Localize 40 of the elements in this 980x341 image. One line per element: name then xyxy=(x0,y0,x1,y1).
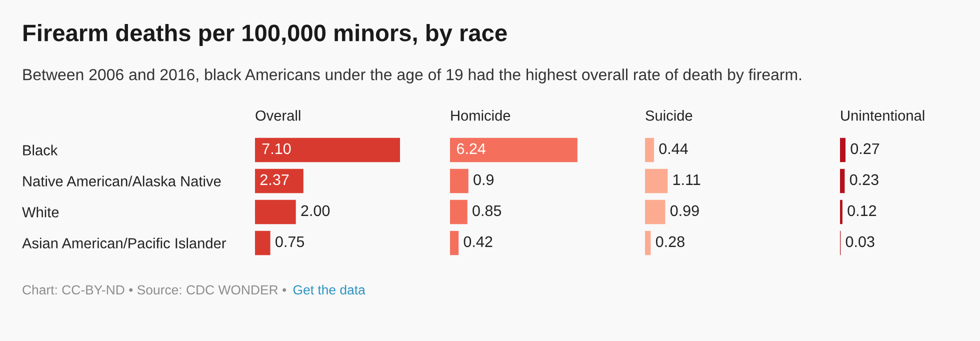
bar xyxy=(255,200,296,224)
data-label: 0.85 xyxy=(472,205,502,216)
data-label: 0.42 xyxy=(464,236,492,248)
text: Get the data xyxy=(293,284,366,295)
chart-title: Homicide xyxy=(451,110,510,121)
data-label: 6.24 xyxy=(457,143,486,154)
data-label: 0.99 xyxy=(670,205,699,216)
bar xyxy=(645,200,666,224)
data-label: 2.37 xyxy=(260,174,289,186)
y-tick-label: Asian American/Pacific Islander xyxy=(22,238,226,248)
bar xyxy=(255,168,304,194)
bar xyxy=(450,230,459,256)
data-label: 0.9 xyxy=(474,174,494,186)
bar xyxy=(255,138,400,162)
data-label: 0.12 xyxy=(848,205,876,216)
text: Unintentional xyxy=(841,110,924,121)
data-label: 0.03 xyxy=(846,236,874,248)
y-tick-label: Black xyxy=(23,144,58,156)
data-label: 7.10 xyxy=(262,143,291,154)
data-label: 0.27 xyxy=(850,143,880,154)
bar xyxy=(645,230,651,256)
bar xyxy=(450,168,468,194)
data-label: 0.44 xyxy=(659,143,688,154)
chart-title: Overall xyxy=(256,110,300,121)
text: Between 2006 and 2016, black Americans under the age of 19 had the highest overall rate of death by firearm. xyxy=(23,68,802,84)
data-label: 1.11 xyxy=(673,174,700,185)
data-label: 0.75 xyxy=(276,236,304,248)
bar xyxy=(450,200,468,224)
text: Firearm deaths per 100,000 minors, by race xyxy=(24,24,507,46)
text: Chart: CC-BY-ND • Source: CDC WONDER • xyxy=(22,284,286,295)
bar xyxy=(450,138,578,162)
y-tick-label: Native American/Alaska Native xyxy=(23,176,221,186)
bar xyxy=(645,138,654,162)
y-tick-label: White xyxy=(22,206,59,218)
bar xyxy=(255,230,270,256)
bar xyxy=(645,168,668,194)
data-label: 0.28 xyxy=(656,236,684,248)
data-label: 0.23 xyxy=(850,174,878,186)
chart-title: Suicide xyxy=(646,110,692,121)
data-label: 2.00 xyxy=(301,205,330,216)
